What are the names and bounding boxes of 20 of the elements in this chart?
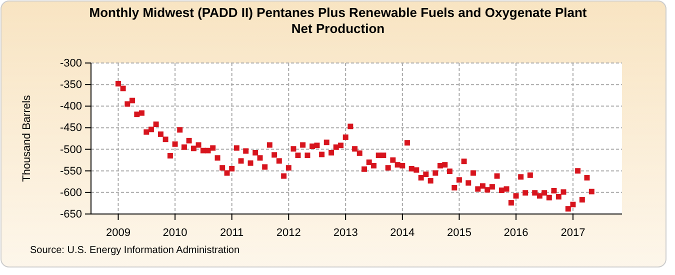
x-tick-label: 2013: [333, 227, 358, 240]
x-tick-label: 2015: [446, 227, 472, 240]
x-tick-label: 2016: [504, 227, 528, 240]
y-tick-label: -400: [60, 100, 82, 113]
y-tick-label: -600: [60, 186, 82, 199]
y-tick-label: -550: [60, 165, 82, 178]
x-tick-label: 2012: [276, 227, 301, 240]
chart-title: Monthly Midwest (PADD II) Pentanes Plus Renewable Fuels and Oxygenate Plant Net Production: [89, 5, 588, 36]
x-tick-label: 2010: [162, 227, 188, 240]
x-tick-label: 2017: [560, 227, 586, 240]
y-tick-label: -300: [60, 58, 82, 70]
y-tick-label: -450: [60, 122, 82, 134]
y-axis-title: Thousand Barrels: [21, 94, 33, 182]
y-tick-label: -650: [60, 208, 82, 221]
x-tick-label: 2014: [390, 227, 415, 240]
source-note: Source: U.S. Energy Information Administration: [30, 245, 240, 256]
y-tick-label: -350: [60, 79, 82, 92]
y-tick-label: -500: [60, 144, 82, 156]
x-tick-label: 2009: [106, 227, 130, 240]
x-tick-label: 2011: [220, 227, 244, 240]
